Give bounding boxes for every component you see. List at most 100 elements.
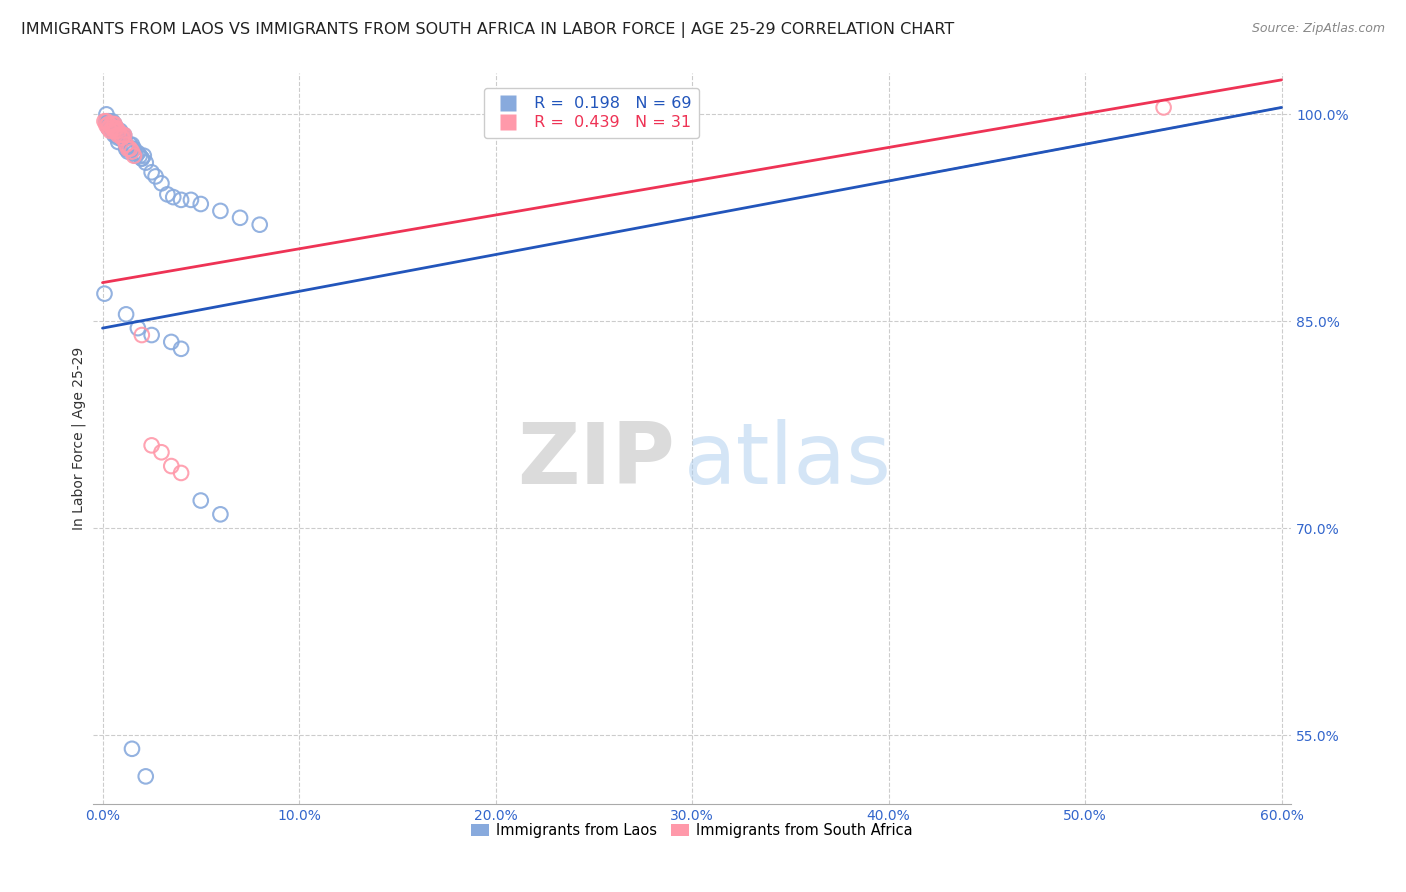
Point bbox=[111, 128, 134, 142]
Point bbox=[131, 152, 153, 166]
Point bbox=[107, 135, 129, 149]
Point bbox=[98, 121, 121, 136]
Point bbox=[101, 121, 124, 136]
Point bbox=[118, 142, 141, 156]
Point bbox=[127, 145, 149, 160]
Point bbox=[122, 149, 145, 163]
Text: atlas: atlas bbox=[683, 419, 891, 502]
Point bbox=[111, 130, 134, 145]
Point bbox=[105, 124, 128, 138]
Point bbox=[96, 107, 118, 121]
Point bbox=[121, 142, 143, 156]
Point bbox=[170, 466, 193, 480]
Point bbox=[103, 121, 125, 136]
Point bbox=[97, 121, 120, 136]
Point bbox=[103, 128, 125, 142]
Point bbox=[112, 128, 135, 142]
Point bbox=[98, 114, 121, 128]
Point bbox=[135, 769, 157, 783]
Point bbox=[97, 114, 120, 128]
Point bbox=[98, 119, 121, 133]
Point bbox=[131, 328, 153, 343]
Point bbox=[156, 187, 179, 202]
Point bbox=[93, 114, 115, 128]
Point bbox=[96, 114, 118, 128]
Point bbox=[97, 114, 120, 128]
Point bbox=[150, 177, 173, 191]
Point bbox=[145, 169, 167, 184]
Point bbox=[103, 121, 125, 136]
Point bbox=[162, 190, 184, 204]
Point bbox=[249, 218, 271, 232]
Point bbox=[115, 307, 138, 321]
Point bbox=[132, 149, 155, 163]
Point bbox=[108, 128, 131, 142]
Text: IMMIGRANTS FROM LAOS VS IMMIGRANTS FROM SOUTH AFRICA IN LABOR FORCE | AGE 25-29 : IMMIGRANTS FROM LAOS VS IMMIGRANTS FROM … bbox=[21, 22, 955, 38]
Point bbox=[111, 130, 134, 145]
Point bbox=[112, 132, 135, 146]
Point bbox=[101, 117, 124, 131]
Point bbox=[131, 152, 153, 166]
Text: ZIP: ZIP bbox=[517, 419, 675, 502]
Point bbox=[117, 142, 139, 156]
Point bbox=[122, 142, 145, 156]
Point bbox=[111, 128, 134, 142]
Point bbox=[121, 137, 143, 152]
Point bbox=[112, 130, 135, 145]
Point bbox=[121, 741, 143, 756]
Point bbox=[107, 128, 129, 142]
Point bbox=[107, 130, 129, 145]
Point bbox=[190, 493, 212, 508]
Point bbox=[135, 155, 157, 169]
Y-axis label: In Labor Force | Age 25-29: In Labor Force | Age 25-29 bbox=[72, 347, 86, 530]
Point bbox=[121, 145, 143, 159]
Point bbox=[209, 508, 232, 522]
Point bbox=[115, 137, 138, 152]
Point bbox=[103, 117, 125, 131]
Point bbox=[160, 334, 183, 349]
Point bbox=[108, 128, 131, 142]
Point bbox=[141, 438, 163, 452]
Point bbox=[97, 117, 120, 131]
Point bbox=[108, 128, 131, 142]
Point bbox=[170, 342, 193, 356]
Point bbox=[111, 132, 134, 146]
Point bbox=[101, 114, 124, 128]
Point bbox=[118, 137, 141, 152]
Point bbox=[1153, 100, 1175, 114]
Point bbox=[103, 117, 125, 131]
Point bbox=[127, 321, 149, 335]
Point bbox=[125, 149, 148, 163]
Text: Source: ZipAtlas.com: Source: ZipAtlas.com bbox=[1251, 22, 1385, 36]
Point bbox=[105, 121, 128, 136]
Point bbox=[112, 128, 135, 142]
Point bbox=[108, 124, 131, 138]
Point bbox=[111, 128, 134, 142]
Point bbox=[105, 128, 128, 142]
Point bbox=[141, 165, 163, 179]
Point bbox=[160, 458, 183, 473]
Point bbox=[117, 145, 139, 159]
Point bbox=[115, 137, 138, 152]
Point bbox=[117, 142, 139, 156]
Point bbox=[107, 124, 129, 138]
Point bbox=[93, 286, 115, 301]
Point bbox=[105, 121, 128, 136]
Point bbox=[105, 124, 128, 138]
Point bbox=[141, 328, 163, 343]
Point bbox=[115, 142, 138, 156]
Point bbox=[190, 197, 212, 211]
Legend: Immigrants from Laos, Immigrants from South Africa: Immigrants from Laos, Immigrants from So… bbox=[465, 818, 918, 844]
Point bbox=[101, 119, 124, 133]
Point bbox=[97, 121, 120, 136]
Point bbox=[180, 193, 202, 207]
Point bbox=[107, 124, 129, 138]
Point bbox=[96, 114, 118, 128]
Point bbox=[107, 128, 129, 142]
Point bbox=[128, 149, 150, 163]
Point bbox=[150, 445, 173, 459]
Point bbox=[229, 211, 252, 225]
Point bbox=[170, 193, 193, 207]
Point bbox=[105, 128, 128, 142]
Point bbox=[122, 145, 145, 160]
